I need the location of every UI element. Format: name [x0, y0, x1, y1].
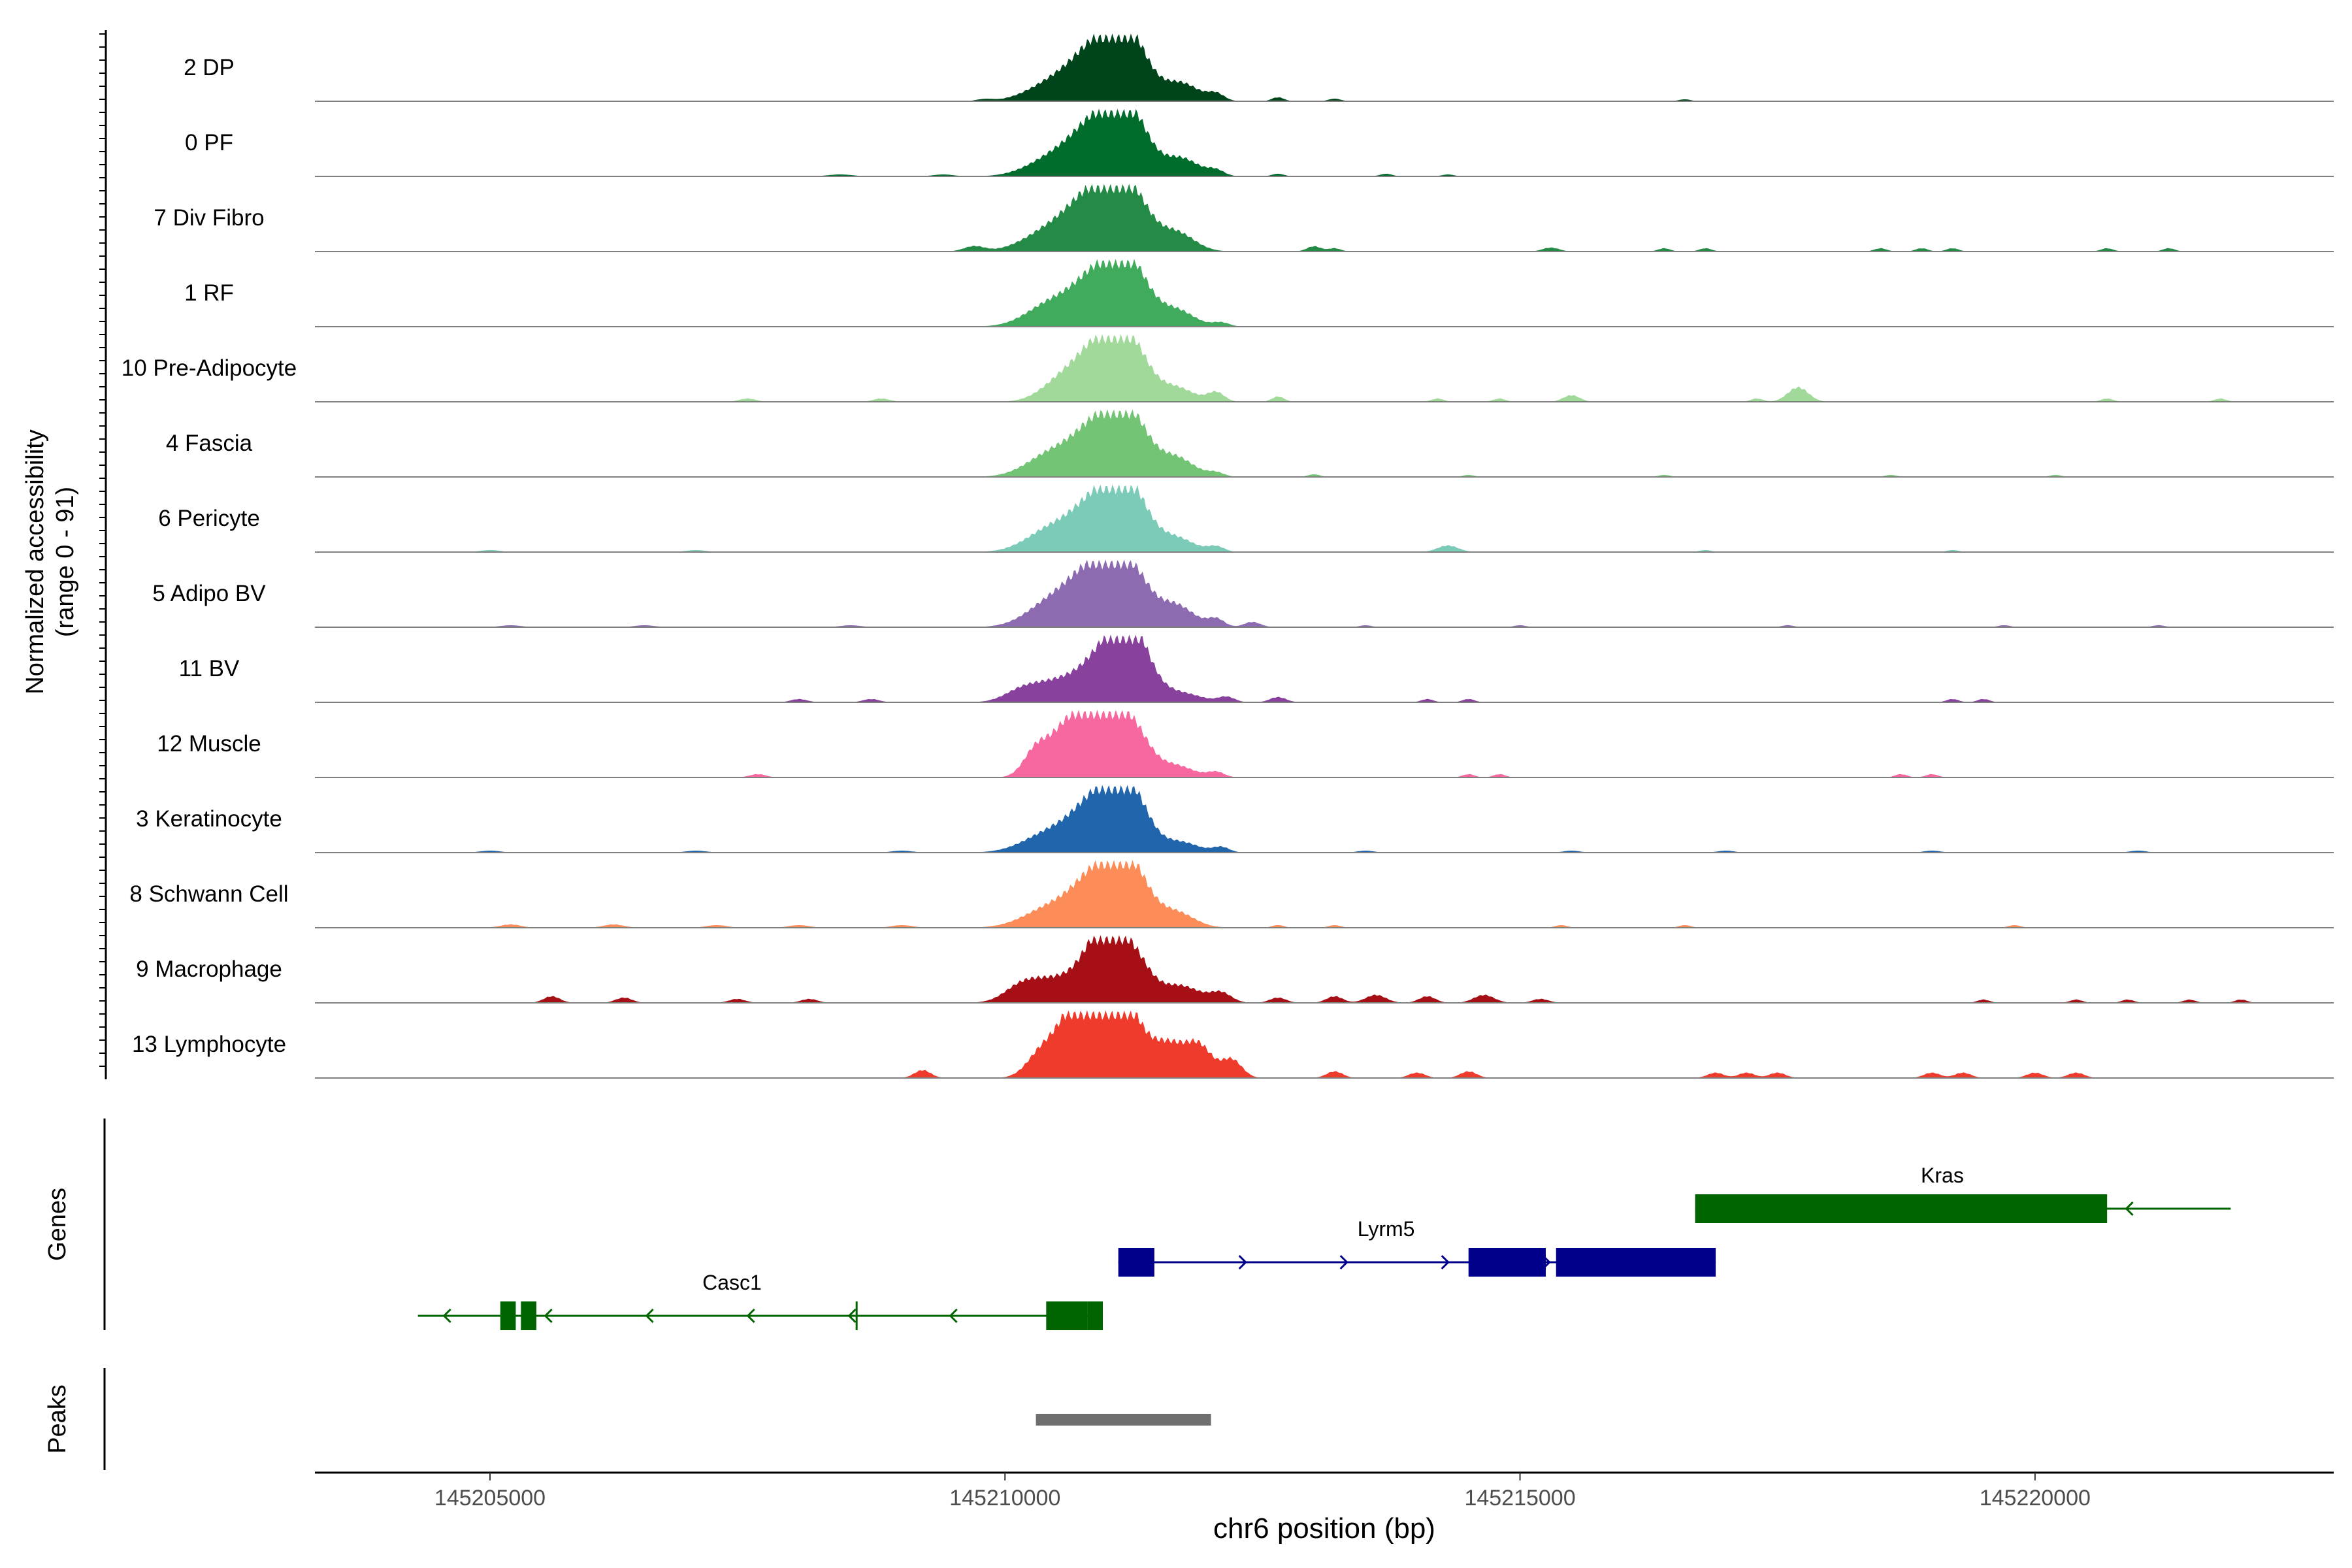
x-axis-label: chr6 position (bp) — [1213, 1512, 1435, 1544]
track-area — [315, 935, 2334, 1003]
gene-exon — [500, 1301, 516, 1330]
peak-region — [1036, 1414, 1211, 1426]
strand-arrow — [645, 1308, 654, 1324]
track-area — [315, 184, 2334, 252]
track-area — [315, 860, 2334, 928]
gene-exon — [1118, 1248, 1154, 1277]
coverage-tracks: 2 DP 0 PF 7 Div Fibro 1 RF 10 Pre-Adipocyte 4… — [122, 33, 2334, 1079]
track-area — [315, 1010, 2334, 1078]
track-area — [315, 559, 2334, 627]
track-area — [315, 259, 2334, 327]
track-1: 2 DP — [184, 33, 2334, 102]
gene-name: Lyrm5 — [1358, 1217, 1415, 1241]
gene-exon — [1556, 1248, 1716, 1277]
gene-exon — [1046, 1301, 1088, 1330]
track-label: 13 Lymphocyte — [132, 1032, 286, 1057]
gene-exon — [521, 1301, 536, 1330]
track-3: 7 Div Fibro — [154, 184, 2334, 252]
track-area — [315, 785, 2334, 853]
gene-name: Kras — [1921, 1164, 1964, 1187]
track-label: 12 Muscle — [157, 731, 261, 757]
x-axis-ticks: 145205000 145210000 145215000 145220000 — [434, 1473, 2091, 1511]
gene-casc1: Casc1 — [417, 1271, 1103, 1330]
track-label: 7 Div Fibro — [154, 205, 264, 231]
track-area — [315, 334, 2334, 402]
track-label: 3 Keratinocyte — [136, 806, 282, 832]
track-label: 8 Schwann Cell — [129, 881, 288, 907]
gene-kras: Kras — [1695, 1164, 2231, 1223]
y-axis-label: Normalized accessibility — [22, 429, 49, 694]
track-11: 3 Keratinocyte — [136, 785, 2334, 853]
track-area — [315, 710, 2334, 777]
track-area — [315, 33, 2334, 101]
track-label: 4 Fascia — [166, 431, 253, 456]
strand-arrow — [949, 1308, 958, 1324]
gene-name: Casc1 — [702, 1271, 762, 1294]
track-label: 1 RF — [184, 280, 234, 306]
strand-arrow — [1441, 1254, 1450, 1270]
x-tick-label: 145215000 — [1464, 1486, 1575, 1511]
track-4: 1 RF — [184, 259, 2334, 327]
x-tick-label: 145205000 — [434, 1486, 546, 1511]
track-14: 13 Lymphocyte — [132, 1010, 2334, 1079]
track-area — [315, 634, 2334, 702]
x-tick-label: 145220000 — [1980, 1486, 2091, 1511]
strand-arrow — [2125, 1201, 2134, 1217]
strand-arrow — [1339, 1254, 1348, 1270]
strand-arrow — [544, 1308, 553, 1324]
track-label: 11 BV — [179, 656, 240, 681]
strand-arrow — [1238, 1254, 1247, 1270]
peaks-panel-label: Peaks — [44, 1384, 71, 1454]
track-6: 4 Fascia — [166, 409, 2334, 478]
gene-exon — [1468, 1248, 1546, 1277]
track-label: 2 DP — [184, 55, 235, 80]
gene-lyrm5: Lyrm5 — [1118, 1217, 1716, 1277]
y-axis-sublabel: (range 0 - 91) — [52, 487, 79, 637]
gene-exon — [1695, 1194, 2108, 1223]
track-area — [315, 108, 2334, 176]
track-12: 8 Schwann Cell — [129, 860, 2334, 928]
track-label: 5 Adipo BV — [152, 581, 266, 606]
y-axis-ticks — [99, 33, 106, 1067]
genes-panel-label: Genes — [44, 1188, 71, 1261]
track-label: 10 Pre-Adipocyte — [122, 355, 297, 381]
x-tick-label: 145210000 — [949, 1486, 1060, 1511]
strand-arrow — [847, 1308, 857, 1324]
track-10: 12 Muscle — [157, 710, 2334, 778]
track-label: 6 Pericyte — [158, 506, 260, 531]
gene-exon — [1087, 1301, 1103, 1330]
track-5: 10 Pre-Adipocyte — [122, 334, 2334, 402]
peak-regions — [1036, 1414, 1211, 1426]
track-13: 9 Macrophage — [136, 935, 2334, 1004]
gene-exon — [855, 1301, 858, 1330]
track-2: 0 PF — [185, 108, 2334, 177]
track-9: 11 BV — [179, 634, 2334, 703]
track-area — [315, 484, 2334, 552]
track-area — [315, 409, 2334, 477]
strand-arrow — [746, 1308, 755, 1324]
track-label: 9 Macrophage — [136, 956, 282, 982]
track-7: 6 Pericyte — [158, 484, 2334, 553]
track-8: 5 Adipo BV — [152, 559, 2334, 628]
track-label: 0 PF — [185, 130, 233, 155]
strand-arrow — [442, 1308, 451, 1324]
gene-models: Kras Lyrm5 Casc1 — [417, 1164, 2231, 1330]
